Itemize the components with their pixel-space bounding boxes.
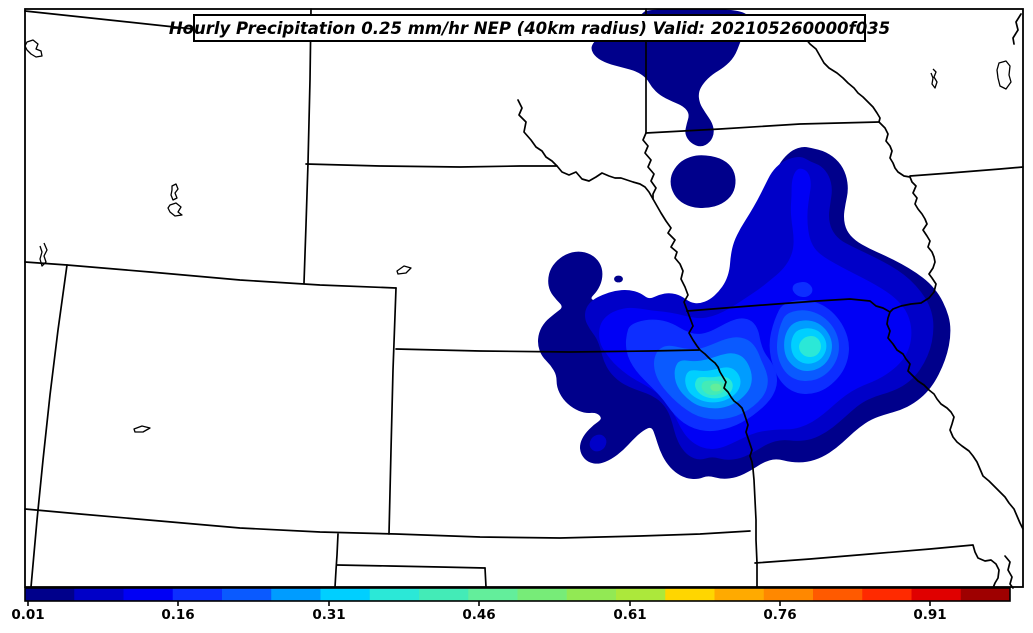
map-frame: [24, 8, 1024, 588]
mississippi-bootheel-squiggle: [1004, 555, 1014, 589]
iowa-missouri-line: [686, 298, 891, 313]
colorbar-tick-label: 0.01: [11, 607, 44, 623]
montana-wyoming-line: [24, 10, 194, 30]
precip-contour-ge-0.01: [591, 8, 748, 147]
colorado-utah-line: [30, 264, 68, 588]
parallel-41n-line: [24, 261, 397, 289]
colorbar-tick-label: 0.61: [613, 607, 646, 623]
texas-100w-line: [484, 567, 487, 588]
colorbar-segment-6: [320, 588, 371, 601]
colorbar-segment-17: [862, 588, 912, 601]
parallel-37n-line: [24, 508, 751, 539]
mississippi-river: [804, 37, 1024, 530]
wyoming-reservoir-a: [170, 183, 179, 201]
colorbar-tick-label: 0.16: [161, 607, 194, 623]
precip-contour-ge-0.35: [799, 336, 821, 357]
oklahoma-texas-line: [336, 564, 486, 569]
colorbar-segment-5: [271, 588, 321, 601]
mille-lacs-lake: [996, 60, 1012, 90]
colorbar-segment-16: [813, 588, 863, 601]
wisconsin-illinois-line: [909, 166, 1024, 177]
colorbar-tick-label: 0.31: [312, 607, 345, 623]
precip-contour-ge-0.15: [792, 282, 813, 297]
big-sioux-river: [642, 132, 657, 200]
oklahoma-panhandle-west-line: [334, 533, 339, 588]
missouri-arkansas-bootheel-line: [754, 544, 1000, 589]
colorbar-segment-11: [566, 588, 617, 601]
colorado-kansas-line: [388, 287, 397, 535]
colorbar-segment-13: [665, 588, 715, 601]
colorbar-segment-1: [74, 588, 124, 601]
figure-title: Hourly Precipitation 0.25 mm/hr NEP (40k…: [168, 18, 891, 38]
colorbar-segment-18: [911, 588, 962, 601]
southdakota-nebraska-line: [305, 163, 558, 168]
precip-contour-ge-0.01: [614, 275, 623, 283]
colorbar-tick-label: 0.91: [913, 607, 946, 623]
colorbar-segment-19: [960, 588, 1011, 601]
colorbar-segment-14: [714, 588, 765, 601]
colorbar-tick-label: 0.76: [763, 607, 796, 623]
missouri-river: [517, 99, 758, 588]
nebraska-kansas-line: [395, 348, 700, 353]
colorbar-segment-7: [369, 588, 420, 601]
precip-contour-ge-0.05: [589, 434, 607, 452]
colorbar-segment-0: [25, 588, 75, 601]
minnesota-iowa-line: [645, 121, 880, 134]
lake-mcconaughy: [396, 265, 412, 275]
colorbar-segment-4: [222, 588, 272, 601]
precip-contour-ge-0.45: [710, 383, 722, 392]
colorbar-segment-10: [517, 588, 568, 601]
colorbar-frame: [24, 587, 1011, 602]
minnesota-lake-small: [930, 68, 938, 89]
colorado-reservoir: [133, 425, 151, 433]
flaming-gorge-reservoir: [39, 242, 48, 267]
wyoming-reservoir-b: [167, 202, 183, 217]
colorbar-segment-9: [468, 588, 518, 601]
colorbar-segment-3: [172, 588, 223, 601]
colorbar-segment-12: [616, 588, 666, 601]
colorbar-tick-label: 0.46: [462, 607, 495, 623]
meridian-104w-line: [303, 8, 312, 284]
colorbar-segment-8: [419, 588, 469, 601]
yellowstone-lake: [24, 39, 43, 58]
precip-contour-ge-0.01: [670, 155, 736, 208]
title-box: Hourly Precipitation 0.25 mm/hr NEP (40k…: [169, 14, 890, 42]
stcroix-river: [1012, 13, 1022, 45]
colorbar-segment-2: [123, 588, 174, 601]
colorbar-segment-15: [763, 588, 814, 601]
